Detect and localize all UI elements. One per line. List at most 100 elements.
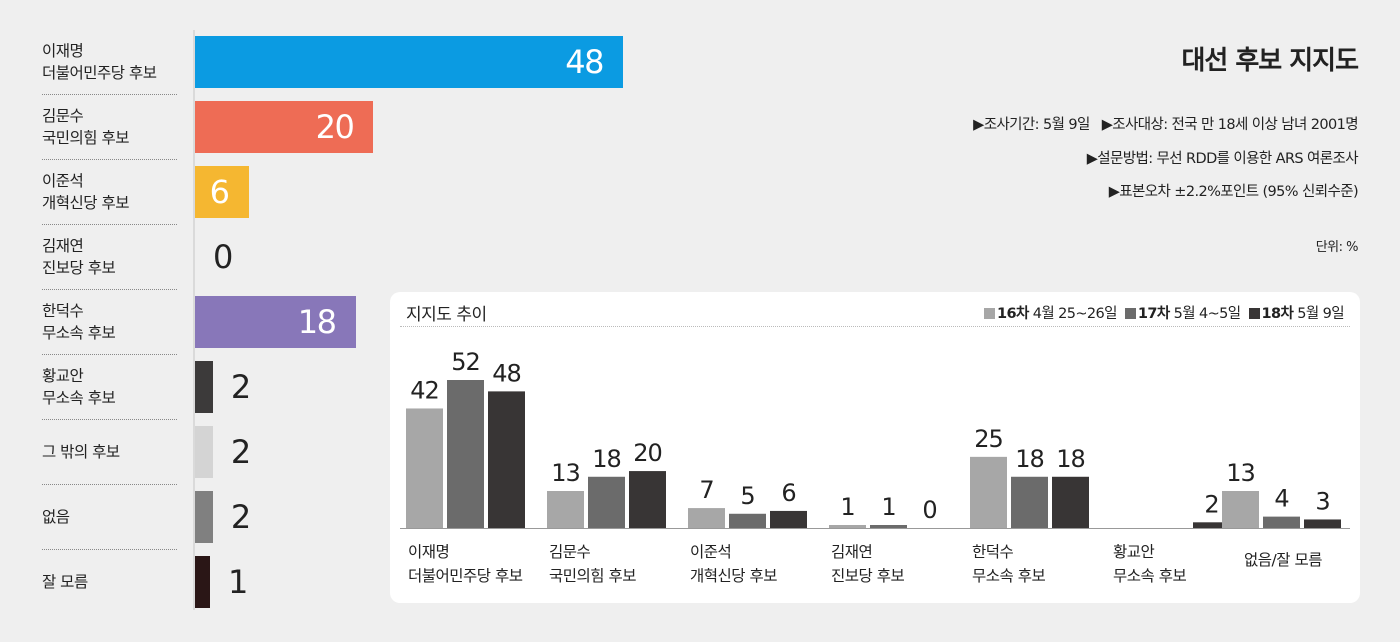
hbar (195, 36, 623, 88)
trend-bar (629, 471, 666, 528)
trend-bar-value: 6 (781, 479, 795, 507)
hbar-label-line: 김재연 (42, 237, 84, 255)
hbar-value: 2 (230, 368, 251, 406)
hbar-value: 0 (213, 238, 233, 276)
hbar-label: 이재명 더불어민주당 후보 (42, 40, 177, 84)
trend-bar-value: 42 (410, 376, 439, 404)
trend-bar (588, 476, 625, 528)
row-separator (42, 94, 177, 95)
legend-item: 17차 5월 4~5일 (1117, 306, 1241, 322)
panel-divider (400, 326, 1350, 327)
trend-bar (870, 525, 907, 528)
trend-bar (688, 508, 725, 528)
trend-bar (829, 525, 866, 528)
hbar-label-line: 진보당 후보 (42, 259, 116, 277)
legend-swatch (1124, 308, 1136, 319)
chart-title: 대선 후보 지지도 (1181, 46, 1359, 76)
trend-bar-value: 13 (1226, 459, 1255, 487)
unit-label: 단위: % (1315, 240, 1359, 255)
row-separator (42, 289, 177, 290)
trend-category-label: 김재연 (831, 543, 872, 561)
hbar-label-line: 이준석 (42, 172, 84, 190)
trend-bar-value: 25 (974, 425, 1003, 453)
trend-bar-value: 13 (551, 459, 580, 487)
trend-bar-value: 3 (1315, 487, 1329, 515)
hbar (195, 556, 210, 608)
trend-category-label: 이재명 (408, 543, 449, 561)
legend-swatch (1248, 308, 1260, 319)
trend-category-label: 무소속 후보 (972, 567, 1045, 585)
hbar (195, 491, 213, 543)
trend-bar (1052, 476, 1089, 528)
trend-category-label: 진보당 후보 (831, 567, 904, 585)
trend-bar (1263, 516, 1300, 528)
hbar-label-line: 무소속 후보 (42, 389, 116, 407)
trend-panel: 지지도 추이 16차 4월 25~26일 17차 5월 4~5일 18차 5월 9일… (390, 292, 1360, 603)
row-separator (42, 419, 177, 420)
trend-bar-value: 18 (1015, 445, 1044, 473)
hbar-label-line: 그 밖의 후보 (42, 443, 120, 461)
hbar-label-line: 김문수 (42, 107, 84, 125)
legend-swatch (983, 308, 995, 319)
trend-title: 지지도 추이 (406, 305, 487, 325)
trend-bar (406, 408, 443, 528)
trend-bar-value: 5 (740, 482, 754, 510)
trend-bar-value: 48 (492, 359, 521, 387)
row-separator (42, 354, 177, 355)
legend-series-date: 5월 4~5일 (1169, 306, 1242, 322)
hbar-label: 그 밖의 후보 (42, 441, 177, 463)
hbar-label: 잘 모름 (42, 571, 177, 593)
trend-bar-value: 1 (840, 493, 854, 521)
trend-bar-value: 18 (592, 445, 621, 473)
row-separator (42, 159, 177, 160)
row-separator (42, 224, 177, 225)
trend-bar-value: 7 (699, 476, 713, 504)
trend-bar (447, 380, 484, 528)
legend-series-date: 5월 9일 (1293, 306, 1344, 322)
survey-error: ▶표본오차 ±2.2%포인트 (95% 신뢰수준) (1108, 184, 1359, 200)
trend-bar-value: 18 (1056, 445, 1085, 473)
hbar-value: 2 (230, 433, 251, 471)
hbar-label-line: 개혁신당 후보 (42, 194, 130, 212)
legend-series-name: 16차 (996, 306, 1029, 322)
trend-bar (1304, 519, 1341, 528)
hbar-value: 2 (230, 498, 251, 536)
trend-category-label: 황교안 (1113, 543, 1155, 561)
hbar-label-line: 없음 (42, 508, 70, 526)
trend-bar-value: 0 (922, 496, 936, 524)
trend-bar-value: 4 (1274, 485, 1288, 513)
trend-bar (1222, 491, 1259, 528)
row-separator (42, 484, 177, 485)
hbar (195, 101, 374, 153)
legend-series-name: 17차 (1137, 306, 1170, 322)
hbar-label: 한덕수 무소속 후보 (42, 300, 177, 344)
survey-target: ▶조사대상: 전국 만 18세 이상 남녀 2001명 (1101, 117, 1359, 133)
hbar-label-line: 잘 모름 (42, 573, 88, 591)
trend-category-label: 김문수 (549, 543, 591, 561)
hbar (195, 426, 213, 478)
trend-category-label: 개혁신당 후보 (690, 567, 777, 585)
hbar-label: 없음 (42, 506, 177, 528)
legend-item: 16차 4월 25~26일 (976, 306, 1117, 322)
hbar-value: 48 (565, 43, 604, 81)
hbar-label-line: 이재명 (42, 42, 84, 60)
hbar (195, 166, 249, 218)
trend-bar (1011, 476, 1048, 528)
trend-bar-value: 2 (1204, 490, 1218, 518)
legend-series-name: 18차 (1261, 306, 1294, 322)
hbar-label: 김문수 국민의힘 후보 (42, 105, 177, 149)
trend-category-label: 한덕수 (972, 543, 1014, 561)
hbar (195, 361, 213, 413)
trend-bar (729, 513, 766, 528)
legend-item: 18차 5월 9일 (1241, 306, 1345, 322)
hbar-value: 18 (297, 303, 337, 341)
trend-category-label: 더불어민주당 후보 (408, 567, 523, 585)
trend-legend: 16차 4월 25~26일 17차 5월 4~5일 18차 5월 9일 (976, 302, 1345, 323)
trend-category-label: 무소속 후보 (1113, 567, 1186, 585)
hbar-label-line: 황교안 (42, 367, 84, 385)
y-axis-line (193, 30, 195, 610)
